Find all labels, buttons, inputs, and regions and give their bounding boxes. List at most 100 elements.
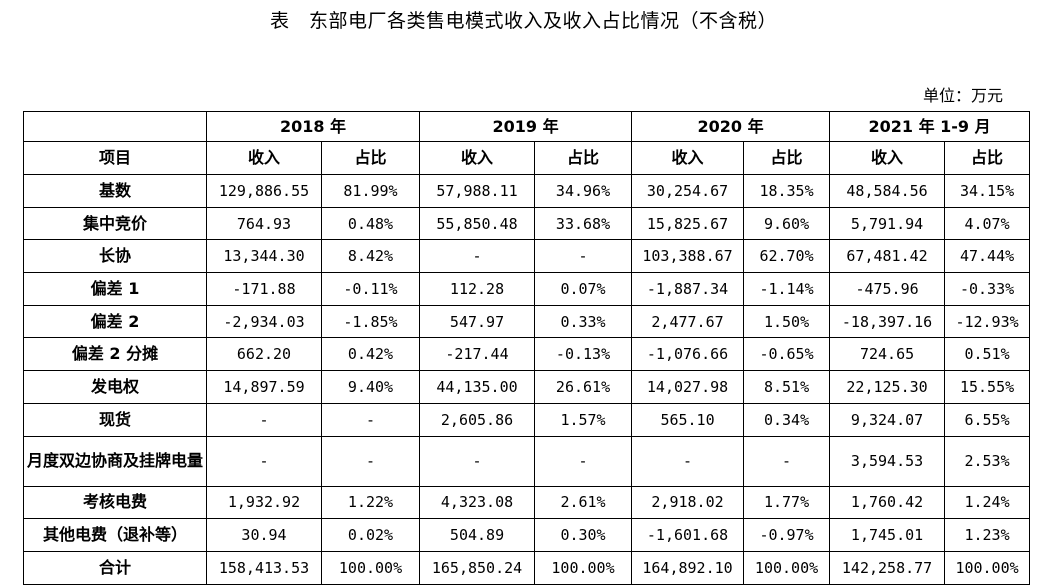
row-label: 长协 [23,239,207,274]
income-cell: -1,601.68 [631,518,745,552]
income-cell: 764.93 [206,206,322,241]
income-cell: 30.94 [206,518,322,552]
share-cell: 2.53% [944,435,1031,487]
table-row: 现货 - -2,605.86 1.57% 565.10 0.34% 9,324.07 6.55… [23,402,1031,437]
income-cell: -475.96 [829,272,946,306]
row-label: 基数 [23,174,207,208]
income-cell: 5,791.94 [829,206,946,241]
income-cell: 1,760.42 [829,485,946,520]
income-cell: 547.97 [419,304,536,339]
unit-label: 单位：万元 [922,86,1003,105]
share-cell: 0.34% [743,402,831,437]
income-cell: 165,850.24 [419,550,536,585]
row-label: 考核电费 [23,485,207,520]
share-cell: 8.51% [743,370,831,404]
share-cell: 34.15% [944,174,1031,208]
income-header: 收入 [206,141,322,175]
share-cell: 0.02% [320,518,421,552]
income-cell: 1,745.01 [829,518,946,552]
share-cell: - [534,239,633,274]
table-row: 考核电费 1,932.92 1.22% 4,323.08 2.61% 2,918.02 1.… [23,485,1031,520]
year-header: 2018 年 [205,111,421,142]
income-cell: - [631,435,745,487]
income-cell: 112.28 [419,272,536,306]
share-cell: -0.33% [944,272,1031,306]
share-cell: - [320,435,421,487]
income-cell: 44,135.00 [419,370,536,404]
share-cell: 9.60% [743,206,831,241]
income-cell: - [419,435,536,487]
row-label: 偏差 1 [23,272,207,306]
share-cell: 100.00% [320,550,421,585]
table-row: 偏差 2 分摊 662.20 0.42% -217.44 -0.13% -1,076.66… [23,337,1031,372]
share-cell: -12.93% [944,304,1031,339]
share-cell: - [534,435,633,487]
share-cell: -1.85% [320,304,421,339]
share-cell: 33.68% [534,206,633,241]
income-cell: 142,258.77 [829,550,946,585]
row-label: 发电权 [23,370,207,404]
share-cell: 4.07% [944,206,1031,241]
income-header: 收入 [829,141,946,175]
income-cell: 2,605.86 [419,402,536,437]
income-cell: -171.88 [206,272,322,306]
income-cell: -1,076.66 [631,337,745,372]
share-cell: 100.00% [743,550,831,585]
table-row: 偏差 1 -171.88 -0.11% 112.28 0.07% -1,887.34 -1.… [23,272,1031,306]
share-cell: 1.23% [944,518,1031,552]
year-header: 2019 年 [419,111,633,142]
income-cell: 13,344.30 [206,239,322,274]
income-header: 收入 [419,141,536,175]
share-cell: -0.97% [743,518,831,552]
share-cell: 34.96% [534,174,633,208]
share-cell: 47.44% [944,239,1031,274]
share-cell: -0.13% [534,337,633,372]
table-row: 基数 129,886.55 81.99% 57,988.11 34.96% 30,254.… [23,174,1031,208]
income-cell: -217.44 [419,337,536,372]
income-cell: 30,254.67 [631,174,745,208]
share-cell: 0.33% [534,304,633,339]
income-cell: 129,886.55 [206,174,322,208]
share-cell: 15.55% [944,370,1031,404]
table-body: 基数 129,886.55 81.99% 57,988.11 34.96% 30,254.… [23,174,1031,585]
income-cell: 9,324.07 [829,402,946,437]
year-header-row: 2018 年 2019 年 2020 年 2021 年 1-9 月 [23,111,1031,142]
table-row: 月度双边协商及挂牌电量 - - - - - -3,594.53 2.53% [23,435,1031,487]
share-cell: 9.40% [320,370,421,404]
income-cell: 504.89 [419,518,536,552]
income-cell: -1,887.34 [631,272,745,306]
income-cell: 164,892.10 [631,550,745,585]
share-cell: 81.99% [320,174,421,208]
share-cell: 18.35% [743,174,831,208]
income-header: 收入 [631,141,745,175]
share-cell: 1.24% [944,485,1031,520]
income-cell: - [419,239,536,274]
share-cell: -1.14% [743,272,831,306]
row-label: 偏差 2 分摊 [23,337,207,372]
share-cell: - [320,402,421,437]
income-cell: 1,932.92 [206,485,322,520]
row-label: 集中竞价 [23,206,207,241]
income-cell: 14,897.59 [206,370,322,404]
table-row: 合计 158,413.53 100.00% 165,850.24 100.00% 164,… [23,550,1031,585]
table-row: 其他电费（退补等） 30.94 0.02% 504.89 0.30% -1,601.68-… [23,518,1031,552]
table-row: 集中竞价 764.93 0.48% 55,850.48 33.68% 15,825.67 9… [23,206,1031,241]
income-cell: 57,988.11 [419,174,536,208]
share-cell: 100.00% [944,550,1031,585]
income-cell: 2,477.67 [631,304,745,339]
income-cell: 15,825.67 [631,206,745,241]
year-header: 2021 年 1-9 月 [829,111,1031,142]
income-cell: 48,584.56 [829,174,946,208]
share-cell: 0.42% [320,337,421,372]
share-cell: 1.22% [320,485,421,520]
share-cell: 1.77% [743,485,831,520]
income-cell: 14,027.98 [631,370,745,404]
row-label: 偏差 2 [23,304,207,339]
income-cell: 565.10 [631,402,745,437]
table-row: 长协 13,344.30 8.42% - -103,388.67 62.70% 67,481… [23,239,1031,274]
income-cell: 103,388.67 [631,239,745,274]
share-cell: 26.61% [534,370,633,404]
corner-cell [23,111,207,142]
share-cell: - [743,435,831,487]
income-cell: 67,481.42 [829,239,946,274]
